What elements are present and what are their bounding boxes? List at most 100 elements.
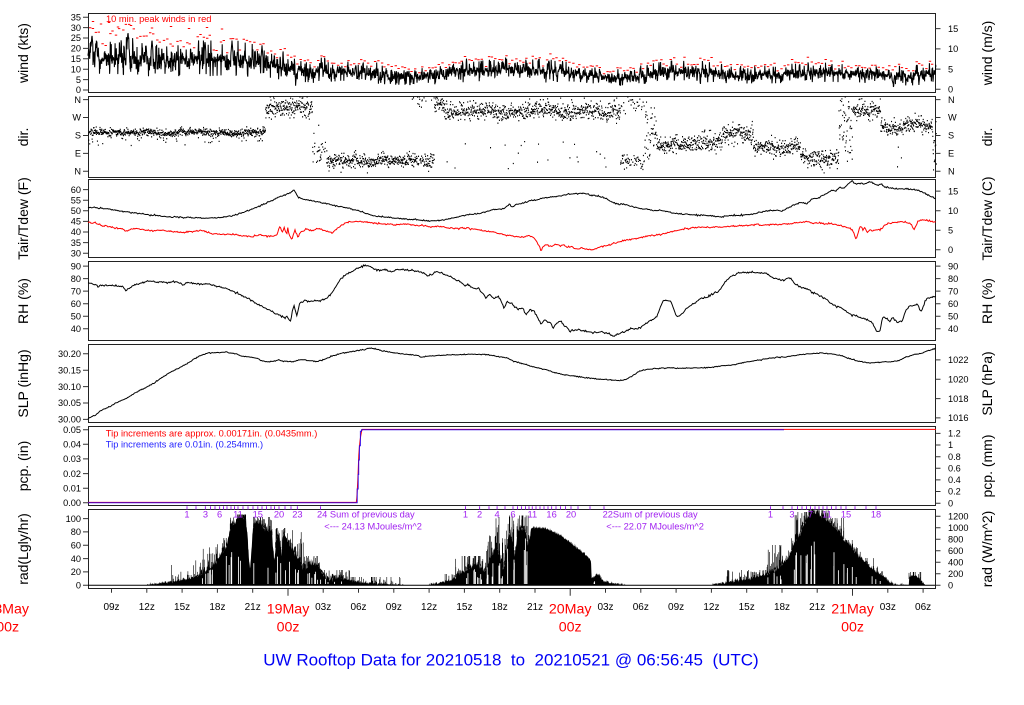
svg-text:23: 23: [292, 510, 302, 520]
svg-text:20: 20: [71, 44, 81, 54]
svg-text:12z: 12z: [139, 602, 155, 613]
svg-text:18z: 18z: [209, 602, 225, 613]
svg-text:30.05: 30.05: [58, 398, 81, 408]
svg-text:35: 35: [71, 238, 81, 248]
svg-text:pcp. (mm): pcp. (mm): [979, 435, 995, 498]
svg-text:24 Sum of previous day: 24 Sum of previous day: [317, 510, 415, 520]
svg-text:18z: 18z: [774, 602, 790, 613]
svg-text:40: 40: [71, 227, 81, 237]
svg-text:6: 6: [510, 510, 515, 520]
svg-text:12z: 12z: [703, 602, 719, 613]
svg-text:1000: 1000: [948, 523, 968, 533]
svg-text:15z: 15z: [456, 602, 472, 613]
svg-text:0.6: 0.6: [948, 464, 961, 474]
svg-text:70: 70: [71, 286, 81, 296]
svg-text:19May: 19May: [267, 602, 310, 618]
svg-text:35: 35: [71, 12, 81, 22]
svg-text:1: 1: [948, 440, 953, 450]
svg-text:<--- 24.13 MJoules/m^2: <--- 24.13 MJoules/m^2: [324, 521, 422, 531]
svg-text:11: 11: [822, 510, 832, 520]
svg-text:0: 0: [948, 580, 953, 590]
svg-text:<--- 22.07 MJoules/m^2: <--- 22.07 MJoules/m^2: [606, 521, 704, 531]
svg-text:06z: 06z: [350, 602, 366, 613]
svg-text:0: 0: [76, 580, 81, 590]
svg-text:50: 50: [948, 311, 958, 321]
svg-text:00z: 00z: [841, 619, 864, 635]
svg-text:1020: 1020: [948, 374, 968, 384]
svg-text:S: S: [948, 131, 954, 141]
svg-text:21May: 21May: [831, 602, 874, 618]
svg-text:Tair/Tdew (C): Tair/Tdew (C): [979, 176, 995, 260]
svg-text:0.2: 0.2: [948, 487, 961, 497]
svg-text:40: 40: [948, 324, 958, 334]
svg-text:60: 60: [71, 299, 81, 309]
svg-text:03z: 03z: [880, 602, 896, 613]
svg-text:20: 20: [566, 510, 576, 520]
svg-text:21z: 21z: [245, 602, 261, 613]
svg-text:400: 400: [948, 557, 963, 567]
svg-text:3: 3: [789, 510, 794, 520]
svg-text:Tip increments are 0.01in. (0.: Tip increments are 0.01in. (0.254mm.): [106, 439, 263, 449]
svg-text:80: 80: [71, 274, 81, 284]
svg-text:16: 16: [546, 510, 556, 520]
svg-text:0.05: 0.05: [63, 425, 81, 435]
svg-text:0: 0: [948, 85, 953, 95]
svg-text:N: N: [948, 167, 955, 177]
svg-text:09z: 09z: [668, 602, 684, 613]
svg-text:RH (%): RH (%): [15, 278, 31, 324]
svg-text:21z: 21z: [527, 602, 543, 613]
svg-text:20: 20: [71, 567, 81, 577]
svg-text:30.00: 30.00: [58, 415, 81, 425]
svg-text:06z: 06z: [915, 602, 931, 613]
svg-text:00z: 00z: [559, 619, 582, 635]
svg-text:12z: 12z: [421, 602, 437, 613]
svg-text:25: 25: [71, 33, 81, 43]
svg-text:wind (m/s): wind (m/s): [979, 21, 995, 87]
svg-text:1200: 1200: [948, 512, 968, 522]
svg-text:7: 7: [808, 510, 813, 520]
svg-text:0.04: 0.04: [63, 440, 81, 450]
svg-text:200: 200: [948, 569, 963, 579]
svg-text:pcp. (in): pcp. (in): [15, 441, 31, 492]
svg-text:S: S: [75, 131, 81, 141]
svg-text:10 min. peak winds in red: 10 min. peak winds in red: [106, 14, 211, 24]
svg-text:30: 30: [71, 248, 81, 258]
svg-text:E: E: [75, 149, 81, 159]
svg-text:rad(Lgly/hr): rad(Lgly/hr): [15, 513, 31, 585]
svg-text:70: 70: [948, 286, 958, 296]
svg-text:N: N: [74, 167, 81, 177]
svg-text:00z: 00z: [277, 619, 300, 635]
svg-text:30: 30: [71, 23, 81, 33]
svg-text:RH (%): RH (%): [979, 278, 995, 324]
svg-text:03z: 03z: [315, 602, 331, 613]
svg-text:09z: 09z: [386, 602, 402, 613]
svg-text:09z: 09z: [103, 602, 119, 613]
svg-text:3: 3: [203, 510, 208, 520]
svg-text:UW Rooftop Data for 20210518: UW Rooftop Data for 20210518 to 20210521…: [263, 651, 758, 670]
svg-text:1.2: 1.2: [948, 429, 961, 439]
svg-text:W: W: [72, 113, 81, 123]
svg-text:15: 15: [841, 510, 851, 520]
svg-text:N: N: [74, 95, 81, 105]
svg-text:0: 0: [948, 245, 953, 255]
svg-text:30.20: 30.20: [58, 349, 81, 359]
svg-text:5: 5: [948, 64, 953, 74]
svg-text:600: 600: [948, 546, 963, 556]
svg-text:00z: 00z: [0, 619, 19, 635]
svg-text:6: 6: [217, 510, 222, 520]
svg-text:15: 15: [948, 24, 958, 34]
svg-text:80: 80: [948, 274, 958, 284]
svg-text:03z: 03z: [597, 602, 613, 613]
svg-text:15z: 15z: [739, 602, 755, 613]
svg-text:10: 10: [948, 44, 958, 54]
svg-text:55: 55: [71, 195, 81, 205]
svg-text:30.10: 30.10: [58, 382, 81, 392]
svg-text:40: 40: [71, 554, 81, 564]
svg-text:21z: 21z: [809, 602, 825, 613]
svg-text:18: 18: [871, 510, 881, 520]
svg-text:90: 90: [71, 261, 81, 271]
svg-text:15z: 15z: [174, 602, 190, 613]
svg-text:18z: 18z: [492, 602, 508, 613]
svg-text:18May: 18May: [0, 602, 30, 618]
svg-text:11: 11: [233, 510, 243, 520]
